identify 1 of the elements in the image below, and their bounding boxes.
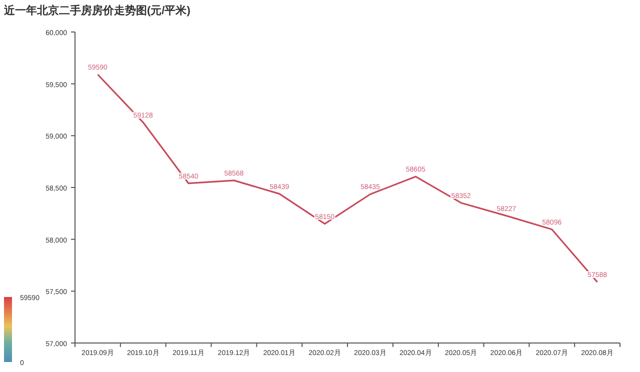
chart-title: 近一年北京二手房房价走势图(元/平米) [3,4,191,17]
